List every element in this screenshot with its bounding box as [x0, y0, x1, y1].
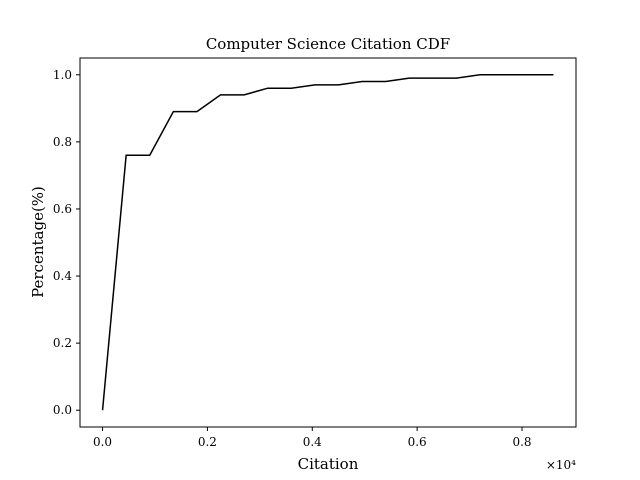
y-tick-label: 1.0 [53, 68, 72, 82]
x-tick-label: 0.0 [93, 435, 112, 449]
x-offset-label: ×10⁴ [546, 458, 576, 472]
x-tick-label: 0.6 [408, 435, 427, 449]
y-tick-label: 0.0 [53, 403, 72, 417]
plot-frame [79, 57, 577, 428]
y-tick-label: 0.2 [53, 336, 72, 350]
chart-title: Computer Science Citation CDF [206, 35, 450, 53]
y-tick-label: 0.8 [53, 135, 72, 149]
x-axis: 0.0 0.2 0.4 0.6 0.8 [93, 427, 532, 449]
y-tick-label: 0.4 [53, 269, 72, 283]
x-tick-label: 0.2 [198, 435, 217, 449]
y-axis: 0.0 0.2 0.4 0.6 0.8 1.0 [53, 68, 80, 417]
x-axis-title: Citation [298, 455, 359, 473]
y-tick-label: 0.6 [53, 202, 72, 216]
x-tick-label: 0.4 [303, 435, 322, 449]
x-tick-label: 0.8 [512, 435, 531, 449]
y-axis-title: Percentage(%) [29, 186, 47, 298]
series-line [101, 74, 554, 411]
